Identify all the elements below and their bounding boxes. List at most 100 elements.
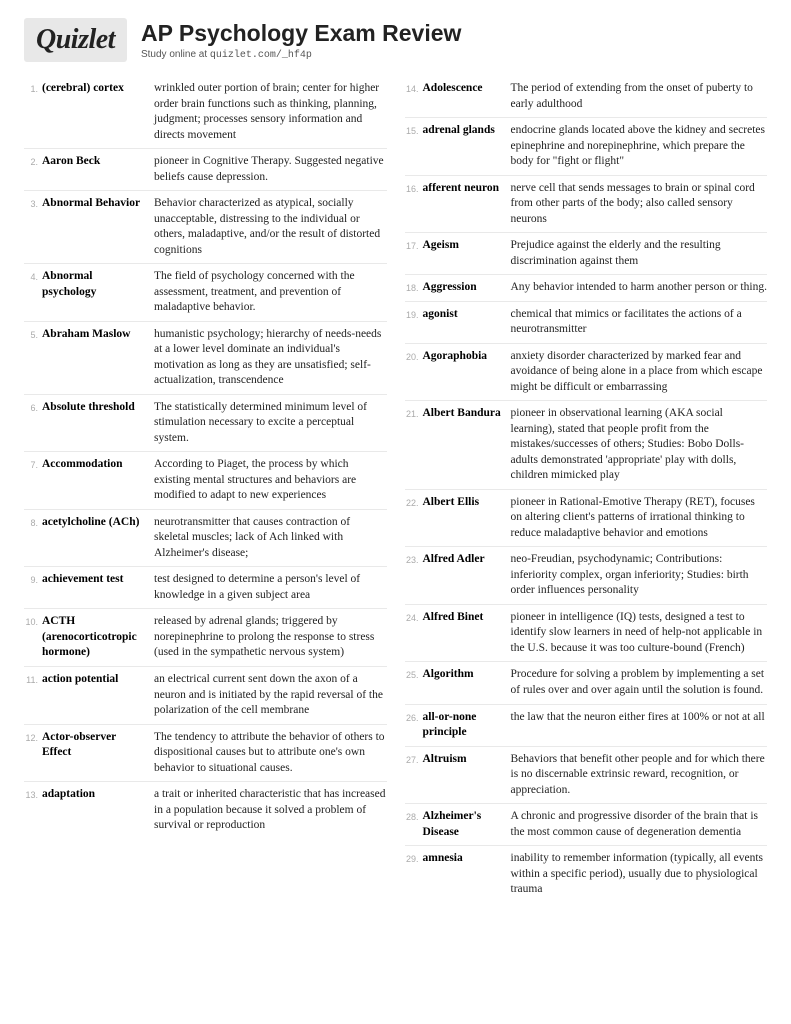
subtitle-prefix: Study online at — [141, 49, 210, 60]
term: action potential — [42, 672, 154, 719]
term: Accommodation — [42, 457, 154, 504]
term: afferent neuron — [423, 181, 511, 228]
page-title: AP Psychology Exam Review — [141, 20, 461, 47]
row-number: 5. — [24, 327, 42, 389]
term-row: 28.Alzheimer's DiseaseA chronic and prog… — [405, 803, 768, 845]
term-row: 5.Abraham Maslowhumanistic psychology; h… — [24, 321, 387, 394]
term-row: 1.(cerebral) cortexwrinkled outer portio… — [24, 76, 387, 148]
definition: Prejudice against the elderly and the re… — [511, 238, 768, 269]
row-number: 8. — [24, 515, 42, 562]
term-row: 21.Albert Bandurapioneer in observationa… — [405, 400, 768, 489]
row-number: 7. — [24, 457, 42, 504]
row-number: 9. — [24, 572, 42, 603]
term: all-or-none principle — [423, 710, 511, 741]
row-number: 17. — [405, 238, 423, 269]
definition: pioneer in observational learning (AKA s… — [511, 406, 768, 484]
row-number: 18. — [405, 280, 423, 296]
definition: pioneer in Cognitive Therapy. Suggested … — [154, 154, 387, 185]
term: Actor-observer Effect — [42, 730, 154, 777]
row-number: 21. — [405, 406, 423, 484]
definition: The tendency to attribute the behavior o… — [154, 730, 387, 777]
term: Albert Bandura — [423, 406, 511, 484]
definition: Behaviors that benefit other people and … — [511, 752, 768, 799]
header: Quizlet AP Psychology Exam Review Study … — [24, 18, 767, 62]
term-row: 8.acetylcholine (ACh)neurotransmitter th… — [24, 509, 387, 567]
definition: A chronic and progressive disorder of th… — [511, 809, 768, 840]
term-row: 25.AlgorithmProcedure for solving a prob… — [405, 661, 768, 703]
row-number: 24. — [405, 610, 423, 657]
term-row: 6.Absolute thresholdThe statistically de… — [24, 394, 387, 452]
term: Abnormal psychology — [42, 269, 154, 316]
definition: humanistic psychology; hierarchy of need… — [154, 327, 387, 389]
term: Agoraphobia — [423, 349, 511, 396]
term: Albert Ellis — [423, 495, 511, 542]
row-number: 25. — [405, 667, 423, 698]
definition: The statistically determined minimum lev… — [154, 400, 387, 447]
row-number: 29. — [405, 851, 423, 898]
logo: Quizlet — [24, 18, 127, 62]
row-number: 1. — [24, 81, 42, 143]
row-number: 19. — [405, 307, 423, 338]
definition: pioneer in Rational-Emotive Therapy (RET… — [511, 495, 768, 542]
term: Alzheimer's Disease — [423, 809, 511, 840]
term: acetylcholine (ACh) — [42, 515, 154, 562]
term: Abraham Maslow — [42, 327, 154, 389]
definition: nerve cell that sends messages to brain … — [511, 181, 768, 228]
term: amnesia — [423, 851, 511, 898]
definition: The period of extending from the onset o… — [511, 81, 768, 112]
columns: 1.(cerebral) cortexwrinkled outer portio… — [24, 76, 767, 903]
term-row: 27.AltruismBehaviors that benefit other … — [405, 746, 768, 804]
row-number: 3. — [24, 196, 42, 258]
term-row: 7.AccommodationAccording to Piaget, the … — [24, 451, 387, 509]
subtitle-url: quizlet.com/_hf4p — [210, 50, 312, 61]
term: Altruism — [423, 752, 511, 799]
term: Aggression — [423, 280, 511, 296]
term-row: 4.Abnormal psychologyThe field of psycho… — [24, 263, 387, 321]
definition: anxiety disorder characterized by marked… — [511, 349, 768, 396]
term-row: 3.Abnormal BehaviorBehavior characterize… — [24, 190, 387, 263]
term-row: 9.achievement testtest designed to deter… — [24, 566, 387, 608]
definition: Behavior characterized as atypical, soci… — [154, 196, 387, 258]
definition: test designed to determine a person's le… — [154, 572, 387, 603]
term: Alfred Binet — [423, 610, 511, 657]
definition: neo-Freudian, psychodynamic; Contributio… — [511, 552, 768, 599]
term-row: 16.afferent neuronnerve cell that sends … — [405, 175, 768, 233]
term-row: 18.AggressionAny behavior intended to ha… — [405, 274, 768, 301]
definition: neurotransmitter that causes contraction… — [154, 515, 387, 562]
term-row: 17.AgeismPrejudice against the elderly a… — [405, 232, 768, 274]
term-row: 23.Alfred Adlerneo-Freudian, psychodynam… — [405, 546, 768, 604]
term: Abnormal Behavior — [42, 196, 154, 258]
row-number: 2. — [24, 154, 42, 185]
term: agonist — [423, 307, 511, 338]
row-number: 26. — [405, 710, 423, 741]
term: adrenal glands — [423, 123, 511, 170]
term-row: 24.Alfred Binetpioneer in intelligence (… — [405, 604, 768, 662]
definition: wrinkled outer portion of brain; center … — [154, 81, 387, 143]
row-number: 10. — [24, 614, 42, 661]
term-row: 22.Albert Ellispioneer in Rational-Emoti… — [405, 489, 768, 547]
row-number: 13. — [24, 787, 42, 834]
term-row: 10.ACTH (arenocorticotropic hormone)rele… — [24, 608, 387, 666]
row-number: 6. — [24, 400, 42, 447]
row-number: 16. — [405, 181, 423, 228]
row-number: 14. — [405, 81, 423, 112]
term: Absolute threshold — [42, 400, 154, 447]
term-row: 26.all-or-none principlethe law that the… — [405, 704, 768, 746]
definition: chemical that mimics or facilitates the … — [511, 307, 768, 338]
row-number: 22. — [405, 495, 423, 542]
definition: the law that the neuron either fires at … — [511, 710, 768, 741]
term: adaptation — [42, 787, 154, 834]
row-number: 28. — [405, 809, 423, 840]
term: Aaron Beck — [42, 154, 154, 185]
term: Alfred Adler — [423, 552, 511, 599]
term: Ageism — [423, 238, 511, 269]
term-row: 29.amnesiainability to remember informat… — [405, 845, 768, 903]
row-number: 27. — [405, 752, 423, 799]
row-number: 23. — [405, 552, 423, 599]
column-right: 14.AdolescenceThe period of extending fr… — [405, 76, 768, 903]
definition: endocrine glands located above the kidne… — [511, 123, 768, 170]
term-row: 11.action potentialan electrical current… — [24, 666, 387, 724]
title-block: AP Psychology Exam Review Study online a… — [141, 20, 461, 61]
term-row: 20.Agoraphobiaanxiety disorder character… — [405, 343, 768, 401]
term-row: 12.Actor-observer EffectThe tendency to … — [24, 724, 387, 782]
